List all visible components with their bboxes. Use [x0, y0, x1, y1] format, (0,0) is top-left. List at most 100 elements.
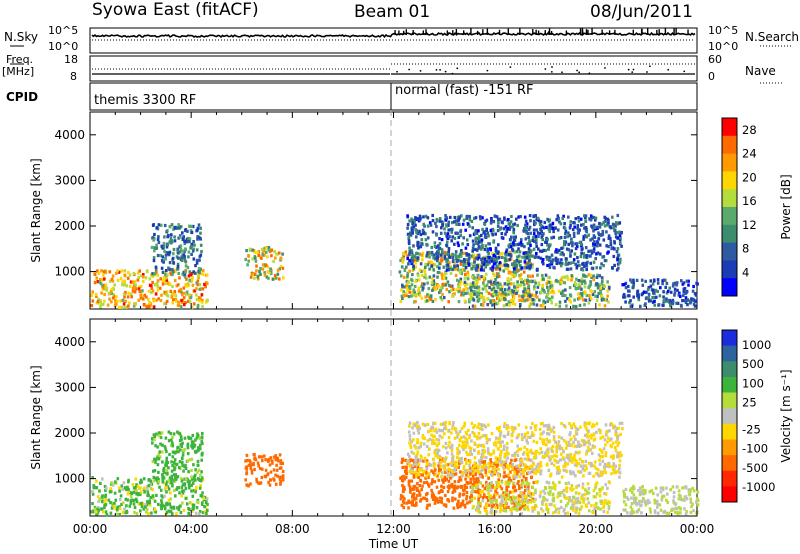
heatmap-cell — [490, 218, 493, 222]
heatmap-cell — [495, 275, 499, 279]
heatmap-cell — [483, 487, 487, 491]
heatmap-cell — [546, 285, 549, 289]
heatmap-cell — [539, 227, 542, 231]
heatmap-cell — [100, 291, 103, 295]
heatmap-cell — [420, 284, 423, 288]
heatmap-cell — [511, 301, 515, 306]
heatmap-cell — [455, 430, 458, 434]
heatmap-cell — [433, 449, 437, 453]
heatmap-cell — [589, 214, 593, 218]
heatmap-cell — [511, 474, 515, 478]
heatmap-cell — [198, 270, 201, 274]
heatmap-cell — [167, 439, 171, 443]
heatmap-cell — [564, 299, 567, 303]
heatmap-cell — [139, 509, 142, 513]
heatmap-cell — [450, 446, 454, 450]
heatmap-cell — [477, 267, 480, 271]
heatmap-cell — [499, 462, 503, 467]
heatmap-cell — [560, 446, 564, 450]
heatmap-cell — [118, 507, 122, 511]
heatmap-cell — [428, 298, 431, 302]
heatmap-cell — [155, 281, 159, 286]
heatmap-cell — [482, 295, 486, 299]
heatmap-cell — [153, 283, 157, 287]
heatmap-cell — [503, 424, 506, 428]
heatmap-cell — [406, 226, 409, 230]
heatmap-cell — [480, 240, 483, 244]
heatmap-cell — [198, 436, 202, 440]
heatmap-cell — [411, 493, 414, 497]
heatmap-cell — [111, 274, 115, 278]
heatmap-cell — [147, 305, 151, 309]
heatmap-cell — [429, 297, 433, 301]
heatmap-cell — [412, 244, 415, 248]
heatmap-cell — [127, 304, 130, 308]
heatmap-cell — [595, 252, 598, 256]
heatmap-cell — [108, 270, 112, 274]
heatmap-cell — [180, 444, 183, 448]
heatmap-cell — [444, 427, 448, 431]
heatmap-cell — [181, 464, 184, 468]
heatmap-cell — [430, 469, 433, 473]
heatmap-cell — [453, 262, 457, 266]
heatmap-cell — [116, 278, 120, 282]
heatmap-cell — [403, 469, 407, 473]
velocity-heatmap — [90, 420, 700, 517]
heatmap-cell — [438, 242, 442, 246]
heatmap-cell — [271, 459, 274, 463]
heatmap-cell — [486, 297, 489, 301]
heatmap-cell — [181, 483, 185, 487]
heatmap-cell — [587, 461, 591, 465]
heatmap-cell — [575, 242, 579, 246]
heatmap-cell — [432, 268, 436, 272]
heatmap-cell — [462, 466, 466, 470]
heatmap-cell — [421, 242, 424, 246]
heatmap-cell — [523, 278, 527, 282]
heatmap-cell — [555, 471, 559, 475]
heatmap-cell — [524, 227, 528, 231]
heatmap-cell — [179, 510, 183, 515]
heatmap-cell — [410, 468, 414, 472]
heatmap-cell — [504, 480, 508, 484]
heatmap-cell — [103, 292, 106, 297]
heatmap-cell — [479, 472, 482, 476]
heatmap-cell — [469, 297, 472, 301]
heatmap-cell — [431, 266, 435, 270]
heatmap-cell — [662, 303, 665, 307]
heatmap-cell — [161, 259, 164, 263]
heatmap-cell — [462, 236, 465, 240]
heatmap-cell — [172, 298, 175, 302]
heatmap-cell — [520, 479, 524, 483]
heatmap-cell — [559, 236, 563, 240]
heatmap-cell — [614, 446, 617, 450]
heatmap-cell — [609, 243, 613, 247]
heatmap-cell — [545, 480, 549, 484]
heatmap-cell — [480, 473, 484, 477]
heatmap-cell — [274, 473, 277, 477]
heatmap-cell — [434, 427, 438, 431]
heatmap-cell — [415, 503, 418, 507]
heatmap-cell — [108, 490, 112, 494]
heatmap-cell — [440, 497, 444, 501]
heatmap-cell — [464, 266, 468, 270]
heatmap-cell — [584, 281, 587, 285]
heatmap-cell — [592, 215, 596, 220]
heatmap-cell — [175, 299, 178, 303]
heatmap-cell — [521, 243, 524, 247]
heatmap-cell — [494, 232, 497, 236]
heatmap-cell — [607, 236, 611, 240]
heatmap-cell — [532, 214, 535, 219]
heatmap-cell — [520, 278, 523, 282]
heatmap-cell — [518, 276, 522, 280]
heatmap-cell — [495, 491, 499, 495]
heatmap-cell — [524, 237, 528, 241]
heatmap-cell — [601, 229, 605, 234]
heatmap-cell — [580, 496, 583, 500]
heatmap-cell — [467, 475, 470, 479]
heatmap-cell — [494, 493, 498, 497]
heatmap-cell — [478, 461, 482, 465]
heatmap-cell — [554, 258, 558, 262]
heatmap-cell — [420, 238, 424, 242]
heatmap-cell — [456, 503, 459, 507]
heatmap-cell — [173, 290, 177, 294]
